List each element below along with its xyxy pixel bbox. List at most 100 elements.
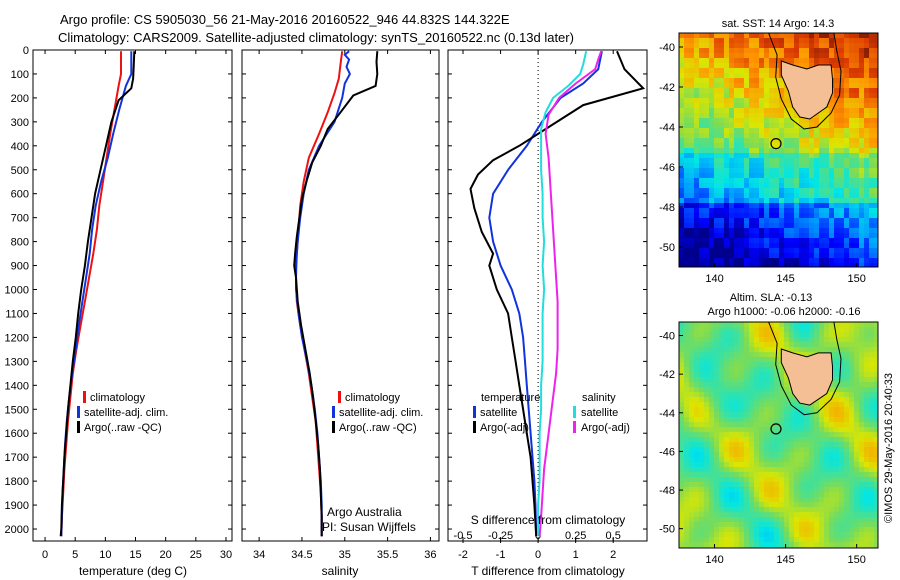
depth-tick-label: 700 bbox=[11, 213, 29, 225]
sst-map-axes: 140 145 150 -40 -42 -44 -46 -48 -50 bbox=[659, 42, 866, 285]
lat-tick-label: -46 bbox=[659, 446, 675, 458]
legend-label-climatology: climatology bbox=[345, 392, 401, 404]
legend-label-satellite: satellite-adj. clim. bbox=[84, 407, 168, 419]
x-tick-label: 10 bbox=[99, 549, 111, 561]
lon-tick-label: 150 bbox=[847, 554, 865, 566]
salinity-x-label: salinity bbox=[322, 564, 359, 578]
legend-swatch-argo bbox=[332, 421, 335, 433]
x-tick-label: 25 bbox=[190, 549, 202, 561]
series-line-argo-raw-qc- bbox=[59, 51, 136, 537]
salinity-panel-frame bbox=[241, 49, 440, 542]
x-tick-label: 2 bbox=[610, 549, 616, 561]
lat-tick-label: -42 bbox=[659, 369, 675, 381]
legend-title-salinity: salinity bbox=[582, 392, 616, 404]
x-tick-label: 30 bbox=[220, 549, 232, 561]
sla-map-frame bbox=[678, 321, 879, 549]
legend-swatch-s-satellite bbox=[573, 406, 576, 418]
sst-map-frame bbox=[678, 32, 879, 268]
argo-position-marker bbox=[770, 138, 782, 150]
depth-tick-label: 900 bbox=[11, 261, 29, 273]
lat-tick-label: -44 bbox=[659, 408, 675, 420]
difference-legend: temperature salinity satellite Argo(-adj… bbox=[473, 392, 630, 434]
depth-tick-label: 500 bbox=[11, 165, 29, 177]
x-tick-label: 34 bbox=[253, 549, 265, 561]
sst-map-title: sat. SST: 14 Argo: 14.3 bbox=[722, 18, 835, 30]
depth-tick-label: 300 bbox=[11, 117, 29, 129]
depth-tick-label: 100 bbox=[11, 69, 29, 81]
legend-swatch-t-argo bbox=[473, 421, 476, 433]
temperature-panel-frame bbox=[32, 49, 233, 542]
salinity-series bbox=[293, 50, 379, 537]
depth-tick-label: 1100 bbox=[5, 308, 29, 320]
lat-tick-label: -50 bbox=[659, 242, 675, 254]
lat-tick-label: -48 bbox=[659, 202, 675, 214]
series-line-argo-adj- bbox=[538, 50, 603, 537]
s-tick-label: 0.5 bbox=[606, 530, 621, 542]
x-tick-label: 5 bbox=[72, 549, 78, 561]
legend-swatch-t-satellite bbox=[473, 406, 476, 418]
depth-tick-label: 0 bbox=[23, 45, 29, 57]
lon-tick-label: 145 bbox=[776, 273, 794, 285]
depth-tick-label: 1800 bbox=[5, 476, 29, 488]
sla-map-title-line2: Argo h1000: -0.06 h2000: -0.16 bbox=[708, 306, 861, 318]
legend-label-t-argo: Argo(-adj) bbox=[480, 422, 529, 434]
legend-swatch-climatology bbox=[83, 391, 86, 403]
s-difference-x-axis: -0.5 -0.25 0 0.25 0.5 bbox=[454, 530, 621, 543]
figure-title-line1: Argo profile: CS 5905030_56 21-May-2016 … bbox=[60, 12, 510, 27]
x-tick-label: 20 bbox=[160, 549, 172, 561]
series-line-argo-adj- bbox=[469, 50, 646, 537]
temperature-x-label: temperature (deg C) bbox=[79, 564, 187, 578]
lat-tick-label: -40 bbox=[659, 42, 675, 54]
legend-swatch-climatology bbox=[338, 391, 341, 403]
depth-tick-label: 1400 bbox=[5, 380, 29, 392]
series-line-argo-raw-qc- bbox=[293, 51, 379, 537]
lat-tick-label: -48 bbox=[659, 485, 675, 497]
depth-tick-label: 1500 bbox=[5, 404, 29, 416]
depth-tick-label: 1600 bbox=[5, 428, 29, 440]
x-tick-label: 35 bbox=[339, 549, 351, 561]
lat-tick-label: -50 bbox=[659, 524, 675, 536]
tasmania-land bbox=[780, 60, 833, 120]
depth-tick-label: 1700 bbox=[5, 452, 29, 464]
sla-map-title-line1: Altim. SLA: -0.13 bbox=[730, 292, 813, 304]
lat-tick-label: -40 bbox=[659, 331, 675, 343]
legend-label-s-argo: Argo(-adj) bbox=[581, 422, 630, 434]
lon-tick-label: 145 bbox=[776, 554, 794, 566]
credit-org: Argo Australia bbox=[327, 505, 402, 519]
x-tick-label: -2 bbox=[458, 549, 468, 561]
legend-swatch-s-argo bbox=[573, 421, 576, 433]
temperature-legend: climatology satellite-adj. clim. Argo(..… bbox=[77, 391, 168, 434]
temperature-x-axis: 0 5 10 15 20 25 30 bbox=[42, 50, 232, 561]
s-difference-x-label: S difference from climatology bbox=[471, 513, 626, 527]
depth-tick-label: 200 bbox=[11, 93, 29, 105]
coastline-contour bbox=[768, 33, 842, 130]
legend-label-t-satellite: satellite bbox=[480, 407, 517, 419]
x-tick-label: 36 bbox=[424, 549, 436, 561]
legend-label-satellite: satellite-adj. clim. bbox=[339, 407, 423, 419]
lon-tick-label: 150 bbox=[847, 273, 865, 285]
legend-label-argo: Argo(..raw -QC) bbox=[339, 422, 417, 434]
s-tick-label: 0.25 bbox=[565, 530, 586, 542]
argo-position-marker bbox=[770, 423, 782, 435]
lat-tick-label: -46 bbox=[659, 162, 675, 174]
x-tick-label: 15 bbox=[129, 549, 141, 561]
sst-heatmap bbox=[679, 33, 878, 267]
depth-axis-ticks: 0 100 200 300 400 500 600 700 800 900 1000 1100 1200… bbox=[5, 45, 647, 536]
salinity-legend: climatology satellite-adj. clim. Argo(..… bbox=[332, 391, 423, 434]
s-tick-label: -0.5 bbox=[454, 530, 473, 542]
x-tick-label: 0 bbox=[535, 549, 541, 561]
x-tick-label: 0 bbox=[42, 549, 48, 561]
coastline-contour bbox=[768, 322, 842, 416]
t-difference-x-axis: -2 -1 0 1 2 bbox=[458, 50, 616, 561]
legend-swatch-satellite bbox=[332, 406, 335, 418]
sla-map-axes: 140 145 150 -40 -42 -44 -46 -48 -50 bbox=[659, 331, 866, 566]
depth-tick-label: 1000 bbox=[5, 285, 29, 297]
depth-tick-label: 800 bbox=[11, 237, 29, 249]
depth-tick-label: 1900 bbox=[5, 500, 29, 512]
depth-tick-label: 1300 bbox=[5, 356, 29, 368]
depth-tick-label: 1200 bbox=[5, 332, 29, 344]
series-line-satellite-adj-clim- bbox=[60, 51, 133, 537]
sla-heatmap bbox=[679, 322, 878, 548]
legend-title-temperature: temperature bbox=[481, 392, 540, 404]
depth-tick-label: 600 bbox=[11, 189, 29, 201]
